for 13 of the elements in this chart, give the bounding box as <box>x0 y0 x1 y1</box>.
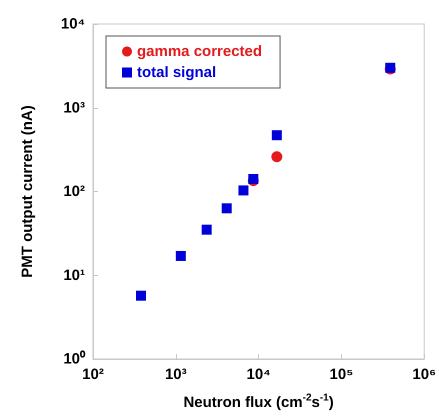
legend-label: gamma corrected <box>137 43 262 60</box>
legend-label: total signal <box>137 64 216 81</box>
y-tick-label: 10¹ <box>63 266 85 284</box>
y-tick-label: 10⁰ <box>63 350 86 368</box>
y-tick-label: 10⁴ <box>60 16 85 32</box>
x-tick-label: 10⁴ <box>246 366 271 383</box>
y-tick-label: 10³ <box>63 99 85 116</box>
x-tick-label: 10⁵ <box>330 366 354 383</box>
x-tick-label: 10² <box>82 366 104 383</box>
y-axis-title: PMT output current (nA) <box>19 105 36 278</box>
y-tick-label: 10² <box>63 183 85 200</box>
x-tick-label: 10⁶ <box>412 366 436 383</box>
x-tick-label: 10³ <box>164 366 187 383</box>
